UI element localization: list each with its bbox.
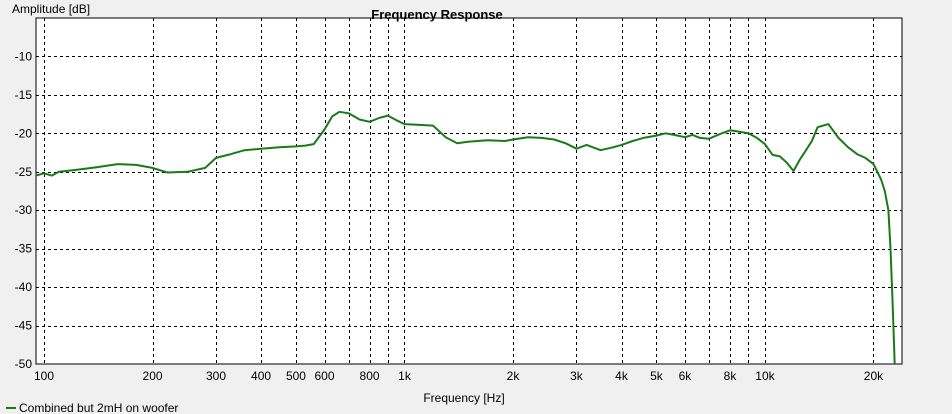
y-axis-label: Amplitude [dB] (12, 2, 90, 16)
x-tick-label: 300 (206, 369, 226, 383)
legend: Combined but 2mH on woofer (6, 401, 178, 414)
y-tick-label: -45 (15, 319, 33, 333)
y-tick-label: -35 (15, 242, 33, 256)
plot-area (35, 17, 903, 365)
series-group (35, 110, 896, 365)
x-tick-label: 600 (315, 369, 335, 383)
y-tick-label: -10 (15, 49, 33, 63)
x-tick-label: 20k (864, 369, 884, 383)
y-axis-ticks: -10 -15 -20 -25 -30 -35 -40 -45 -50 (15, 49, 33, 371)
x-tick-label: 400 (251, 369, 271, 383)
x-tick-label: 4k (615, 369, 629, 383)
series-line (35, 110, 896, 365)
y-tick-label: -30 (15, 203, 33, 217)
x-axis-label: Frequency [Hz] (423, 391, 504, 405)
x-tick-label: 5k (650, 369, 664, 383)
y-tick-label: -20 (15, 126, 33, 140)
x-tick-label: 200 (143, 369, 163, 383)
x-tick-label: 500 (286, 369, 306, 383)
y-tick-label: -25 (15, 165, 33, 179)
y-tick-label: -15 (15, 88, 33, 102)
x-tick-label: 10k (755, 369, 775, 383)
x-tick-label: 100 (34, 369, 54, 383)
x-tick-label: 1k (398, 369, 412, 383)
x-tick-label: 800 (360, 369, 380, 383)
x-tick-label: 6k (679, 369, 693, 383)
grid (36, 18, 902, 364)
x-axis-ticks: 100 200 300 400 500 600 800 1k 2k 3k 4k 5k 6k 8k 10k 20… (34, 369, 884, 383)
y-tick-label: -40 (15, 280, 33, 294)
x-tick-label: 2k (507, 369, 521, 383)
x-tick-label: 8k (724, 369, 738, 383)
chart-title: Frequency Response (371, 7, 503, 22)
x-tick-label: 3k (570, 369, 584, 383)
y-tick-label: -50 (15, 357, 33, 371)
legend-entry: Combined but 2mH on woofer (19, 401, 178, 414)
